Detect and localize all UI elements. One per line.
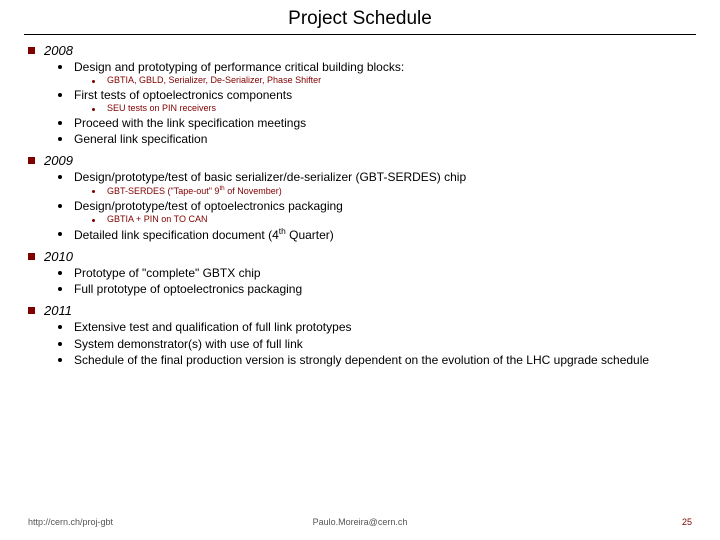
title-area: Project Schedule [0,0,720,32]
sub-list-item: GBTIA, GBLD, Serializer, De-Serializer, … [92,75,692,87]
dot-bullet-icon [58,204,62,208]
sub-list-item-text: GBTIA + PIN on TO CAN [107,214,207,226]
list-item-text: Prototype of "complete" GBTX chip [74,265,261,281]
square-bullet-icon [28,157,35,164]
list-item-text: Full prototype of optoelectronics packag… [74,281,302,297]
footer-url: http://cern.ch/proj-gbt [28,517,113,527]
square-bullet-icon [28,47,35,54]
list-item-text: Schedule of the final production version… [74,352,649,368]
list-item: First tests of optoelectronics component… [58,87,692,103]
list-item-text: System demonstrator(s) with use of full … [74,336,303,352]
list-item: General link specification [58,131,692,147]
dot-bullet-icon [58,65,62,69]
dot-bullet-icon [58,325,62,329]
dot-bullet-icon [58,175,62,179]
dot-bullet-icon [58,93,62,97]
title-rule [24,34,696,35]
dot-bullet-icon [58,137,62,141]
dot-bullet-icon [58,232,62,236]
sub-dot-bullet-icon [92,190,95,193]
year-heading: 2010 [28,249,692,264]
square-bullet-icon [28,253,35,260]
sub-list-item: SEU tests on PIN receivers [92,103,692,115]
year-label: 2009 [44,153,73,168]
list-item-text: Proceed with the link specification meet… [74,115,306,131]
list-item-text: General link specification [74,131,207,147]
list-item: Schedule of the final production version… [58,352,692,368]
list-item-text: Extensive test and qualification of full… [74,319,352,335]
list-item: Extensive test and qualification of full… [58,319,692,335]
list-item: Proceed with the link specification meet… [58,115,692,131]
footer: http://cern.ch/proj-gbt Paulo.Moreira@ce… [0,517,720,527]
dot-bullet-icon [58,271,62,275]
list-item: System demonstrator(s) with use of full … [58,336,692,352]
year-heading: 2011 [28,303,692,318]
page-title: Project Schedule [288,8,432,29]
list-item: Design/prototype/test of optoelectronics… [58,198,692,214]
list-item-text: Design/prototype/test of optoelectronics… [74,198,343,214]
page-number: 25 [682,517,692,527]
year-heading: 2009 [28,153,692,168]
list-item: Detailed link specification document (4t… [58,226,692,243]
footer-email: Paulo.Moreira@cern.ch [313,517,408,527]
list-item-text: Design/prototype/test of basic serialize… [74,169,466,185]
sub-list-item-text: GBTIA, GBLD, Serializer, De-Serializer, … [107,75,321,87]
list-item-text: Detailed link specification document (4t… [74,226,334,243]
list-item: Prototype of "complete" GBTX chip [58,265,692,281]
sub-dot-bullet-icon [92,80,95,83]
dot-bullet-icon [58,342,62,346]
list-item-text: First tests of optoelectronics component… [74,87,292,103]
square-bullet-icon [28,307,35,314]
dot-bullet-icon [58,358,62,362]
sub-list-item-text: GBT-SERDES ("Tape-out" 9th of November) [107,185,282,198]
content-area: 2008Design and prototyping of performanc… [0,43,720,368]
list-item: Full prototype of optoelectronics packag… [58,281,692,297]
year-heading: 2008 [28,43,692,58]
list-item: Design and prototyping of performance cr… [58,59,692,75]
sub-dot-bullet-icon [92,219,95,222]
year-label: 2011 [44,303,72,318]
dot-bullet-icon [58,287,62,291]
sub-list-item: GBTIA + PIN on TO CAN [92,214,692,226]
sub-list-item-text: SEU tests on PIN receivers [107,103,216,115]
sub-dot-bullet-icon [92,108,95,111]
list-item: Design/prototype/test of basic serialize… [58,169,692,185]
list-item-text: Design and prototyping of performance cr… [74,59,404,75]
year-label: 2008 [44,43,73,58]
year-label: 2010 [44,249,73,264]
dot-bullet-icon [58,121,62,125]
sub-list-item: GBT-SERDES ("Tape-out" 9th of November) [92,185,692,198]
